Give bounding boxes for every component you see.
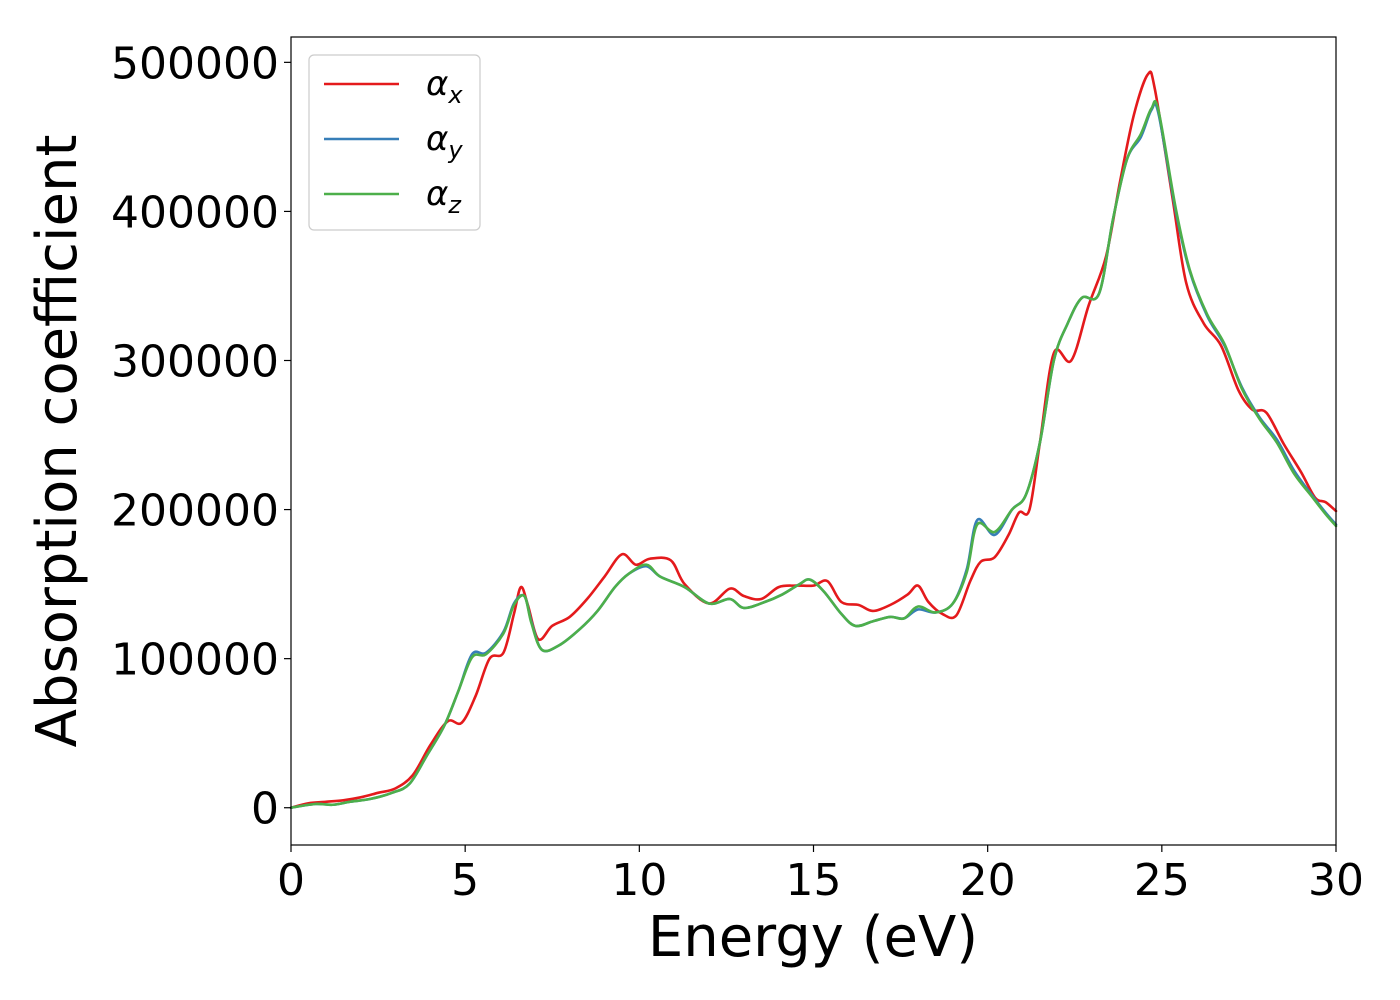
x-tick-label: 20: [960, 855, 1016, 906]
x-axis-title: Energy (eV): [648, 905, 978, 970]
y-tick-label: 200000: [111, 486, 279, 537]
x-tick-label: 25: [1134, 855, 1190, 906]
x-tick-label: 15: [786, 855, 842, 906]
y-tick-label: 0: [251, 784, 279, 835]
y-tick-label: 100000: [111, 635, 279, 686]
x-axis: 0 5 10 15 20 25 30: [277, 845, 1364, 906]
x-tick-label: 30: [1308, 855, 1364, 906]
x-tick-label: 0: [277, 855, 305, 906]
y-axis-title: Absorption coefficient: [25, 135, 90, 748]
y-tick-label: 500000: [111, 38, 279, 89]
legend-box: [308, 54, 481, 231]
x-tick-label: 5: [451, 855, 479, 906]
plot-lines: [289, 70, 1338, 810]
y-tick-label: 300000: [111, 336, 279, 387]
y-tick-label: 400000: [111, 187, 279, 238]
y-axis: 0 100000 200000 300000 400000 500000: [111, 38, 291, 835]
x-tick-label: 10: [611, 855, 667, 906]
series-line-z: [289, 99, 1338, 810]
